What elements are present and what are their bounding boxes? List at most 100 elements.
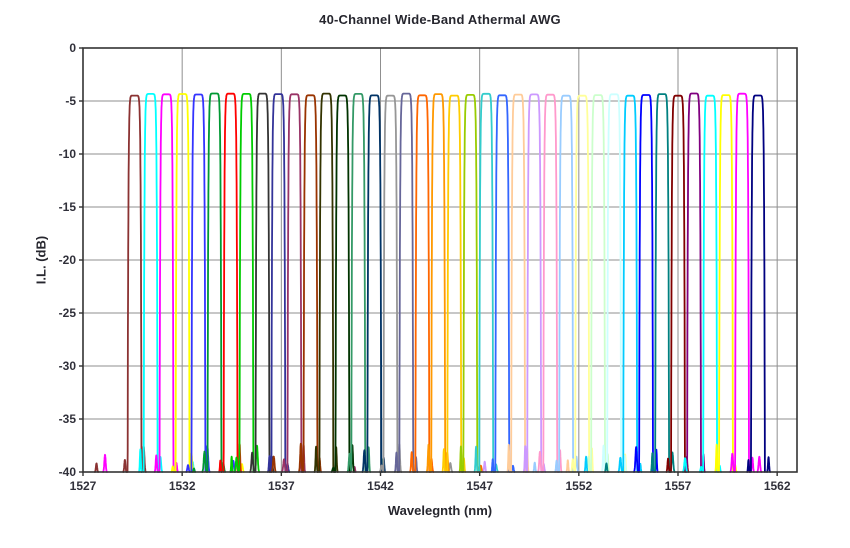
channel-curve-40 [746,459,751,473]
channel-curve-33 [633,446,640,473]
channel-curve-14 [330,466,336,473]
channel-curve-39 [729,452,736,473]
x-tick-label-1542: 1542 [367,479,394,493]
channel-curve-7 [218,459,223,473]
channel-curve-39 [734,92,750,473]
channel-curve-29 [574,94,591,473]
channel-curve-20 [430,93,451,473]
x-tick-label-1547: 1547 [466,479,493,493]
y-tick-label--10: -10 [59,147,77,161]
channel-curve-12 [297,442,304,473]
channel-curve-21 [446,94,463,473]
channel-curve-29 [570,458,576,473]
channel-curve-17 [378,94,399,473]
x-tick-label-1557: 1557 [665,479,692,493]
channel-curve-1 [126,94,143,473]
channel-curve-38 [714,443,719,473]
channel-curve-15 [346,93,367,473]
channel-curve-13 [318,92,335,473]
y-tick-label-0: 0 [69,41,76,55]
channel-curve-39 [756,455,763,473]
channel-curve-24 [490,458,495,473]
channel-curve-18 [398,92,415,473]
channel-curve-11 [286,93,303,473]
channel-curve-12 [302,94,319,473]
channel-curve-34 [654,93,670,473]
channel-curve-8 [238,93,255,473]
channel-curve-20 [425,443,432,473]
channel-curve-16 [361,449,368,473]
channel-curve-26 [482,460,488,473]
channel-curve-3 [102,453,108,473]
channel-curve-1 [122,458,128,473]
channel-curve-16 [366,94,383,473]
channel-curve-32 [622,94,639,473]
channel-curve-21 [441,448,447,473]
channel-curve-6 [191,467,197,473]
x-tick-label-1552: 1552 [565,479,592,493]
channel-curve-11 [281,458,288,473]
channel-curve-35 [665,457,671,473]
channel-curve-25 [506,443,512,473]
channel-curve-6 [206,92,223,473]
channel-curve-34 [603,462,609,473]
channel-curve-3 [158,93,175,473]
channel-curve-31 [606,93,622,473]
channel-curve-2 [142,93,159,473]
channel-curve-2 [138,448,143,473]
y-tick-label--30: -30 [59,359,77,373]
channel-curve-25 [565,459,571,473]
channel-curve-19 [409,451,415,473]
channel-curve-9 [254,92,271,473]
channel-curve-23 [478,92,495,473]
channel-curve-23 [473,445,479,473]
channel-curve-28 [532,461,538,473]
channel-curve-33 [638,94,654,473]
channel-curve-22 [462,94,479,473]
channel-curve-13 [313,445,319,473]
channel-curve-36 [686,92,702,473]
channel-curve-31 [600,444,607,473]
channel-curve-40 [750,94,766,473]
y-tick-label--5: -5 [65,94,76,108]
channel-curve-3 [153,454,159,473]
channel-curve-30 [590,94,606,473]
channel-curve-38 [718,94,734,473]
y-tick-label--25: -25 [59,306,77,320]
channel-curve-7 [222,92,239,473]
channel-curve-27 [537,450,543,473]
channel-curve-12 [270,455,277,473]
channel-curve-9 [249,451,256,473]
channel-curve-4 [170,465,176,473]
x-tick-label-1532: 1532 [169,479,196,493]
channel-curve-40 [766,456,771,473]
channel-curve-35 [670,94,686,473]
channel-curve-24 [494,94,511,473]
channel-curve-25 [510,93,526,473]
channel-curve-32 [583,455,589,473]
channel-curve-10 [270,93,287,473]
channel-curve-22 [458,445,464,473]
x-tick-label-1537: 1537 [268,479,295,493]
channel-curve-26 [526,93,543,473]
channel-curve-14 [334,94,351,473]
channel-curve-19 [414,94,431,473]
y-tick-label--15: -15 [59,200,77,214]
channel-curve-8 [229,455,234,473]
channel-curve-37 [681,457,689,473]
channel-curve-1 [94,462,99,473]
x-tick-label-1562: 1562 [764,479,791,493]
channel-curve-37 [702,94,718,473]
y-tick-label--20: -20 [59,253,77,267]
channel-curve-34 [650,452,655,473]
channel-curve-28 [554,459,560,473]
channel-curve-18 [393,451,400,473]
x-tick-label-1527: 1527 [70,479,97,493]
y-tick-label--40: -40 [59,465,77,479]
channel-curve-32 [617,456,624,473]
channel-curve-28 [558,94,574,473]
channel-curve-5 [185,464,191,473]
y-tick-label--35: -35 [59,412,77,426]
